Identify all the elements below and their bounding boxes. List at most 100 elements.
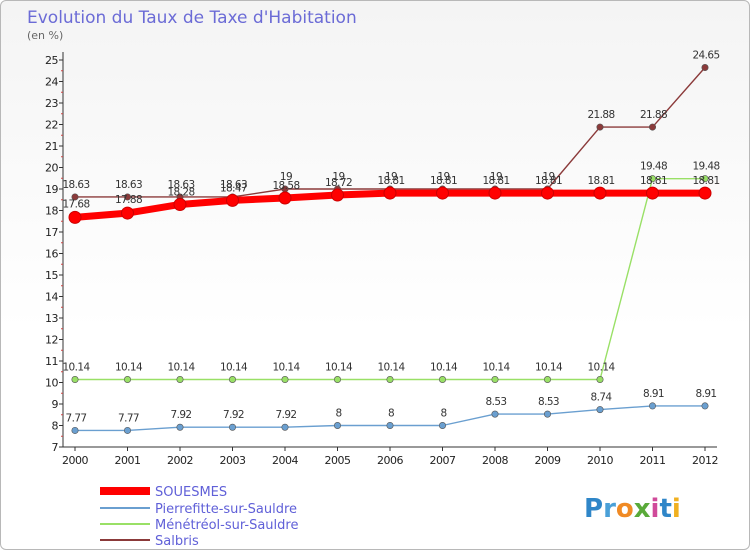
- data-label: 7.92: [171, 409, 192, 421]
- y-tick-label: 7: [52, 441, 59, 454]
- x-tick-label: 2000: [62, 454, 88, 467]
- data-point: [543, 375, 551, 383]
- data-label: 10.14: [325, 361, 353, 373]
- data-point: [68, 210, 82, 224]
- data-point: [229, 375, 237, 383]
- data-point: [71, 426, 79, 434]
- logo-letter: i: [672, 494, 681, 524]
- data-point: [648, 123, 656, 131]
- logo-letter: x: [634, 494, 651, 524]
- data-point: [281, 375, 289, 383]
- data-label: 19.48: [692, 161, 719, 173]
- data-point: [124, 426, 132, 434]
- data-point: [386, 421, 394, 429]
- data-label: 10.14: [535, 361, 563, 373]
- data-point: [71, 193, 79, 201]
- data-label: 10.14: [587, 361, 615, 373]
- data-point: [281, 423, 289, 431]
- data-label: 7.92: [223, 409, 244, 421]
- y-tick-label: 21: [45, 140, 58, 153]
- data-label: 18.63: [167, 179, 194, 191]
- data-label: 18.81: [377, 175, 404, 187]
- legend-label: Pierrefitte-sur-Sauldre: [155, 502, 297, 517]
- y-tick-label: 22: [45, 119, 58, 132]
- y-tick-label: 13: [45, 312, 58, 325]
- data-point: [593, 186, 607, 200]
- data-label: 8: [335, 408, 341, 420]
- data-point: [176, 423, 184, 431]
- y-tick-label: 8: [52, 420, 59, 433]
- legend-label: Salbris: [155, 534, 199, 549]
- data-label: 18.81: [482, 175, 509, 187]
- x-tick-label: 2005: [325, 454, 351, 467]
- data-labels: 17.68 17.88 18.28 18.47 18.58 18.72 18.81 18.81…: [62, 50, 720, 425]
- x-tick-label: 2001: [115, 454, 141, 467]
- proxiti-logo: Proxiti: [584, 494, 681, 524]
- data-label: 10.14: [430, 361, 458, 373]
- series-layer: [68, 64, 712, 434]
- series-m-n-tr-ol-sur-sauldre: [71, 175, 709, 383]
- data-label: 10.14: [167, 361, 195, 373]
- data-label: 18.47: [220, 182, 247, 194]
- data-label: 19: [280, 171, 292, 183]
- y-tick-label: 15: [45, 269, 58, 282]
- data-label: 10.14: [220, 361, 248, 373]
- data-point: [386, 375, 394, 383]
- data-point: [701, 402, 709, 410]
- data-label: 19: [385, 171, 397, 183]
- data-point: [173, 197, 187, 211]
- logo-letter: P: [584, 494, 603, 524]
- data-label: 10.14: [115, 361, 143, 373]
- data-point: [278, 191, 292, 205]
- legend: SOUESMES Pierrefitte-sur-SauldreMénétréol…: [100, 485, 298, 549]
- data-point: [331, 188, 344, 202]
- data-point: [438, 375, 446, 383]
- logo-letter: r: [603, 494, 616, 524]
- y-tick-label: 23: [45, 97, 58, 110]
- x-tick-label: 2004: [272, 454, 298, 467]
- data-point: [596, 123, 604, 131]
- logo-letter: t: [659, 494, 671, 524]
- data-label: 8: [440, 408, 446, 420]
- data-label: 19: [542, 171, 554, 183]
- data-label: 18.81: [430, 175, 457, 187]
- data-label: 10.14: [62, 361, 90, 373]
- x-tick-label: 2008: [482, 454, 508, 467]
- data-point: [383, 186, 397, 200]
- x-tick-label: 2006: [377, 454, 403, 467]
- data-point: [541, 186, 554, 200]
- data-label: 18.63: [62, 179, 89, 191]
- data-point: [226, 193, 239, 207]
- y-tick-label: 9: [52, 398, 59, 411]
- x-tick-label: 2012: [692, 454, 718, 467]
- data-label: 21.88: [640, 109, 667, 121]
- x-tick-label: 2003: [220, 454, 246, 467]
- data-point: [701, 175, 709, 183]
- data-label: 18.81: [587, 175, 614, 187]
- data-label: 7.92: [276, 409, 297, 421]
- y-tick-label: 17: [45, 226, 58, 239]
- data-point: [333, 375, 341, 383]
- data-point: [646, 186, 659, 200]
- logo-letter: o: [616, 494, 634, 524]
- data-label: 10.14: [482, 361, 510, 373]
- y-tick-label: 12: [45, 334, 58, 347]
- data-point: [229, 423, 237, 431]
- x-tick-label: 2011: [640, 454, 666, 467]
- data-point: [438, 421, 446, 429]
- logo-text: Proxiti: [584, 494, 681, 524]
- axes: 7 8 9 10 11 12 13 14 15 16 17 18 19 20 21 22 23 24 25 2000 2…: [45, 52, 719, 467]
- y-tick-label: 11: [45, 355, 58, 368]
- data-label: 18.72: [325, 177, 352, 189]
- data-point: [543, 410, 551, 418]
- series-pierrefitte-sur-sauldre: [71, 402, 709, 434]
- data-label: 8.91: [643, 388, 664, 400]
- data-label: 21.88: [587, 109, 614, 121]
- legend-label: Ménétréol-sur-Sauldre: [155, 518, 298, 533]
- data-label: 7.77: [118, 412, 139, 424]
- data-label: 18.63: [115, 179, 142, 191]
- data-label: 24.65: [692, 50, 719, 62]
- data-point: [648, 175, 656, 183]
- data-label: 18.63: [220, 179, 247, 191]
- y-tick-label: 18: [45, 205, 58, 218]
